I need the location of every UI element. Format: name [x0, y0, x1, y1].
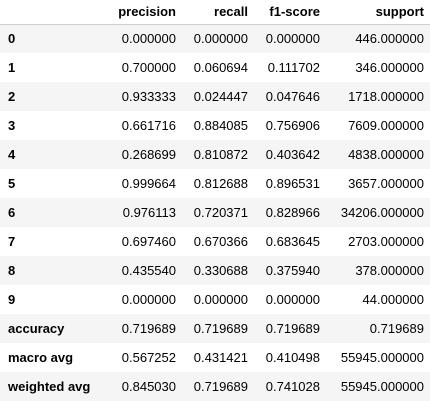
cell-recall: 0.670366: [193, 234, 248, 249]
cell-f1-score: 0.000000: [265, 31, 320, 47]
table-header: precision recall f1-score support: [0, 0, 430, 25]
cell-support: 4838.000000: [348, 147, 424, 162]
cell-f1-score: 0.000000: [265, 292, 320, 307]
table-row: accuracy 0.719689 0.719689 0.719689 0.719689: [0, 314, 430, 343]
cell-f1-score: 0.828966: [265, 205, 320, 220]
cell-precision: 0.845030: [121, 379, 176, 394]
table-row: 2 0.933333 0.024447 0.047646 1718.000000: [0, 82, 430, 111]
cell-support: 446.000000: [355, 31, 424, 47]
row-label: accuracy: [8, 321, 65, 336]
row-label: 8: [8, 263, 16, 278]
row-label: 6: [8, 205, 16, 220]
cell-recall: 0.000000: [193, 292, 248, 307]
cell-f1-score: 0.683645: [265, 234, 320, 249]
row-label: 3: [8, 118, 16, 133]
header-row: precision recall f1-score support: [0, 0, 430, 25]
cell-precision: 0.700000: [121, 60, 176, 75]
cell-recall: 0.431421: [193, 350, 248, 365]
header-recall: recall: [182, 0, 254, 25]
table-row: 9 0.000000 0.000000 0.000000 44.000000: [0, 285, 430, 314]
cell-recall: 0.810872: [193, 147, 248, 162]
row-label: macro avg: [8, 350, 74, 365]
cell-support: 2703.000000: [348, 234, 424, 249]
table-row: 4 0.268699 0.810872 0.403642 4838.000000: [0, 140, 430, 169]
cell-precision: 0.661716: [121, 118, 176, 133]
cell-f1-score: 0.896531: [265, 176, 320, 191]
row-label: 9: [8, 292, 16, 307]
header-f1-score: f1-score: [254, 0, 326, 25]
header-support: support: [326, 0, 430, 25]
cell-precision: 0.000000: [121, 292, 176, 307]
table-row: 8 0.435540 0.330688 0.375940 378.000000: [0, 256, 430, 285]
cell-support: 346.000000: [355, 60, 424, 75]
cell-precision: 0.567252: [121, 350, 176, 365]
table-row: weighted avg 0.845030 0.719689 0.741028 5594…: [0, 372, 430, 401]
cell-support: 3657.000000: [348, 176, 424, 191]
cell-precision: 0.999664: [121, 176, 176, 191]
cell-f1-score: 0.403642: [265, 147, 320, 162]
table-body: 0 0.000000 0.000000 0.000000 446.000000 1 0.70…: [0, 24, 430, 401]
table-row: 0 0.000000 0.000000 0.000000 446.000000: [0, 24, 430, 53]
table-row: 1 0.700000 0.060694 0.111702 346.000000: [0, 53, 430, 82]
cell-precision: 0.000000: [121, 31, 176, 47]
row-label: 4: [8, 147, 16, 162]
cell-recall: 0.720371: [193, 205, 248, 220]
cell-precision: 0.719689: [121, 321, 176, 336]
table-row: 3 0.661716 0.884085 0.756906 7609.000000: [0, 111, 430, 140]
cell-recall: 0.719689: [193, 379, 248, 394]
cell-recall: 0.060694: [193, 60, 248, 75]
table-row: 5 0.999664 0.812688 0.896531 3657.000000: [0, 169, 430, 198]
cell-precision: 0.435540: [121, 263, 176, 278]
cell-f1-score: 0.756906: [265, 118, 320, 133]
header-precision: precision: [104, 0, 182, 25]
row-label: 7: [8, 234, 16, 249]
cell-recall: 0.719689: [193, 321, 248, 336]
cell-support: 1718.000000: [348, 89, 424, 104]
cell-support: 0.719689: [369, 321, 424, 336]
cell-precision: 0.268699: [121, 147, 176, 162]
classification-report-table: precision recall f1-score support 0 0.000…: [0, 0, 430, 401]
cell-f1-score: 0.111702: [267, 60, 320, 75]
cell-support: 7609.000000: [348, 118, 424, 133]
table-row: macro avg 0.567252 0.431421 0.410498 55945.0…: [0, 343, 430, 372]
cell-support: 34206.000000: [340, 205, 424, 220]
cell-recall: 0.812688: [193, 176, 248, 191]
cell-f1-score: 0.719689: [265, 321, 320, 336]
cell-f1-score: 0.410498: [265, 350, 320, 365]
cell-recall: 0.884085: [193, 118, 248, 133]
row-label: 5: [8, 176, 16, 191]
cell-support: 44.000000: [362, 292, 424, 307]
cell-recall: 0.000000: [193, 31, 248, 47]
cell-support: 55945.000000: [340, 379, 424, 394]
cell-precision: 0.933333: [121, 89, 176, 104]
cell-precision: 0.976113: [122, 205, 176, 220]
table-row: 7 0.697460 0.670366 0.683645 2703.000000: [0, 227, 430, 256]
row-label: 0: [8, 31, 16, 47]
cell-f1-score: 0.047646: [265, 89, 320, 104]
cell-recall: 0.330688: [193, 263, 248, 278]
row-label: weighted avg: [8, 379, 91, 394]
header-index: [0, 0, 104, 25]
table-row: 6 0.976113 0.720371 0.828966 34206.000000: [0, 198, 430, 227]
cell-precision: 0.697460: [121, 234, 176, 249]
cell-f1-score: 0.375940: [265, 263, 320, 278]
cell-support: 55945.000000: [340, 350, 424, 365]
row-label: 1: [8, 60, 16, 75]
cell-f1-score: 0.741028: [265, 379, 320, 394]
cell-recall: 0.024447: [193, 89, 248, 104]
row-label: 2: [8, 89, 16, 104]
cell-support: 378.000000: [355, 263, 424, 278]
